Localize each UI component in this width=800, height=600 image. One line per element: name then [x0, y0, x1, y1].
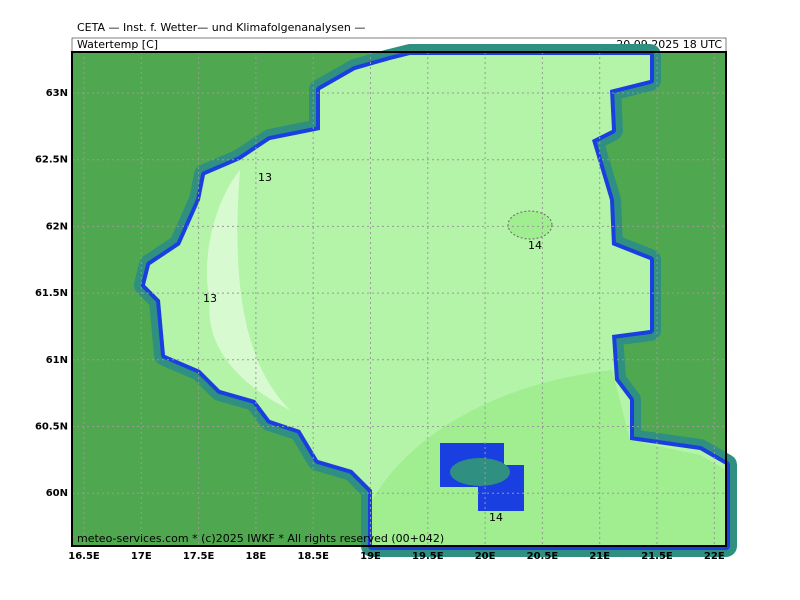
lat-label: 62N	[46, 221, 68, 232]
lon-label: 21.5E	[641, 551, 673, 562]
cool-zone	[206, 170, 290, 410]
map-frame	[71, 51, 727, 547]
lon-label: 20.5E	[527, 551, 559, 562]
sea	[134, 44, 737, 557]
map: 13 13 14 14 meteo-services.com * (c)2025…	[71, 44, 737, 557]
warm-zone	[372, 370, 726, 546]
lat-label: 61N	[46, 355, 68, 366]
lon-label: 16.5E	[68, 551, 100, 562]
contour-label: 14	[489, 511, 503, 524]
lat-label: 60N	[46, 488, 68, 499]
contour-label: 13	[203, 292, 217, 305]
lon-label: 22E	[704, 551, 725, 562]
axis-labels: 63N 62.5N 62N 61.5N 61N 60.5N 60N 16.5E 17E 17.5E…	[35, 88, 725, 562]
lat-label: 60.5N	[35, 422, 68, 433]
contour-label: 14	[528, 239, 542, 252]
lon-label: 21E	[589, 551, 610, 562]
lon-label: 17.5E	[183, 551, 215, 562]
lon-label: 18.5E	[297, 551, 329, 562]
grid	[72, 52, 726, 546]
header-title: CETA — Inst. f. Wetter— und Klimafolgena…	[77, 21, 365, 34]
aland-islands	[450, 458, 510, 486]
lat-label: 62.5N	[35, 155, 68, 166]
lat-label: 63N	[46, 88, 68, 99]
footer: meteo-services.com * (c)2025 IWKF * All …	[77, 532, 444, 545]
warm-patch	[507, 210, 553, 240]
parameter-label: Watertemp [C]	[77, 38, 158, 51]
lat-label: 61.5N	[35, 288, 68, 299]
lon-label: 19.5E	[412, 551, 444, 562]
lon-label: 17E	[131, 551, 152, 562]
lon-label: 20E	[475, 551, 496, 562]
contour-label: 13	[258, 171, 272, 184]
lon-label: 18E	[246, 551, 267, 562]
lon-label: 19E	[360, 551, 381, 562]
